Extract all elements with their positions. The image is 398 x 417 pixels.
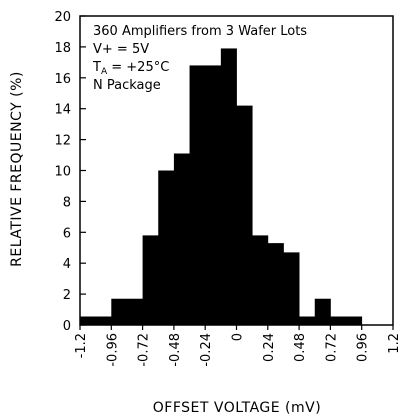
histogram-bar: [142, 235, 159, 325]
histogram-bar: [330, 316, 347, 325]
annotation-temp-value: = +25°C: [107, 60, 169, 75]
x-tick-label: 0.72: [324, 333, 339, 362]
y-tick-label: 12: [54, 134, 71, 149]
annotation-line-4: N Package: [93, 78, 161, 93]
histogram-bar: [158, 170, 175, 325]
histogram-bar: [189, 65, 206, 325]
histogram-bar: [314, 298, 331, 325]
histogram-bar: [283, 252, 300, 325]
annotation-line-3: TA = +25°C: [92, 60, 169, 77]
x-tick-label: -0.48: [168, 333, 183, 367]
y-axis-title: RELATIVE FREQUENCY (%): [9, 71, 25, 267]
annotation-line-2: V+ = 5V: [93, 42, 149, 57]
histogram-bar: [236, 105, 253, 325]
bars-group: [80, 48, 363, 325]
histogram-bar: [205, 65, 222, 325]
histogram-bar: [299, 316, 316, 325]
y-tick-label: 18: [54, 41, 71, 56]
histogram-bar: [173, 153, 190, 325]
y-tick-label: 0: [63, 319, 71, 334]
histogram-bar: [346, 316, 363, 325]
y-tick-label: 14: [54, 103, 71, 118]
y-tick-label: 8: [63, 195, 71, 210]
y-tick-label: 4: [63, 257, 71, 272]
annotation-box: 360 Amplifiers from 3 Wafer Lots V+ = 5V…: [92, 24, 307, 93]
ticks-group: 0 2 4 6 8 10 12 14 16 18 20 -1.2 -0.96 -0.72 -0.48 -0.2…: [54, 10, 398, 367]
histogram-bar: [80, 316, 97, 325]
x-tick-label: -1.2: [74, 333, 89, 358]
histogram-bar: [267, 243, 284, 325]
histogram-bar: [220, 48, 237, 325]
x-tick-label: -0.72: [137, 333, 152, 367]
y-tick-label: 10: [54, 165, 71, 180]
x-tick-label: 0.24: [262, 333, 277, 362]
histogram-bar: [252, 235, 269, 325]
histogram-bar: [111, 298, 128, 325]
x-tick-label: 0.48: [293, 333, 308, 362]
histogram-bar: [126, 298, 143, 325]
y-tick-label: 20: [54, 10, 71, 25]
x-tick-label: 0: [231, 333, 246, 341]
x-tick-label: 1.2: [387, 333, 398, 354]
plot-frame: [79, 15, 394, 326]
x-tick-label: 0.96: [356, 333, 371, 362]
y-tick-label: 2: [63, 288, 71, 303]
y-tick-label: 16: [54, 72, 71, 87]
x-tick-label: -0.96: [105, 333, 120, 367]
annotation-temp-subscript: A: [101, 67, 108, 77]
x-axis-title: OFFSET VOLTAGE (mV): [153, 400, 321, 416]
y-tick-label: 6: [63, 226, 71, 241]
histogram-bar: [95, 316, 112, 325]
x-tick-label: -0.24: [199, 333, 214, 367]
annotation-temp-symbol: T: [92, 60, 101, 75]
annotation-line-1: 360 Amplifiers from 3 Wafer Lots: [93, 24, 307, 39]
